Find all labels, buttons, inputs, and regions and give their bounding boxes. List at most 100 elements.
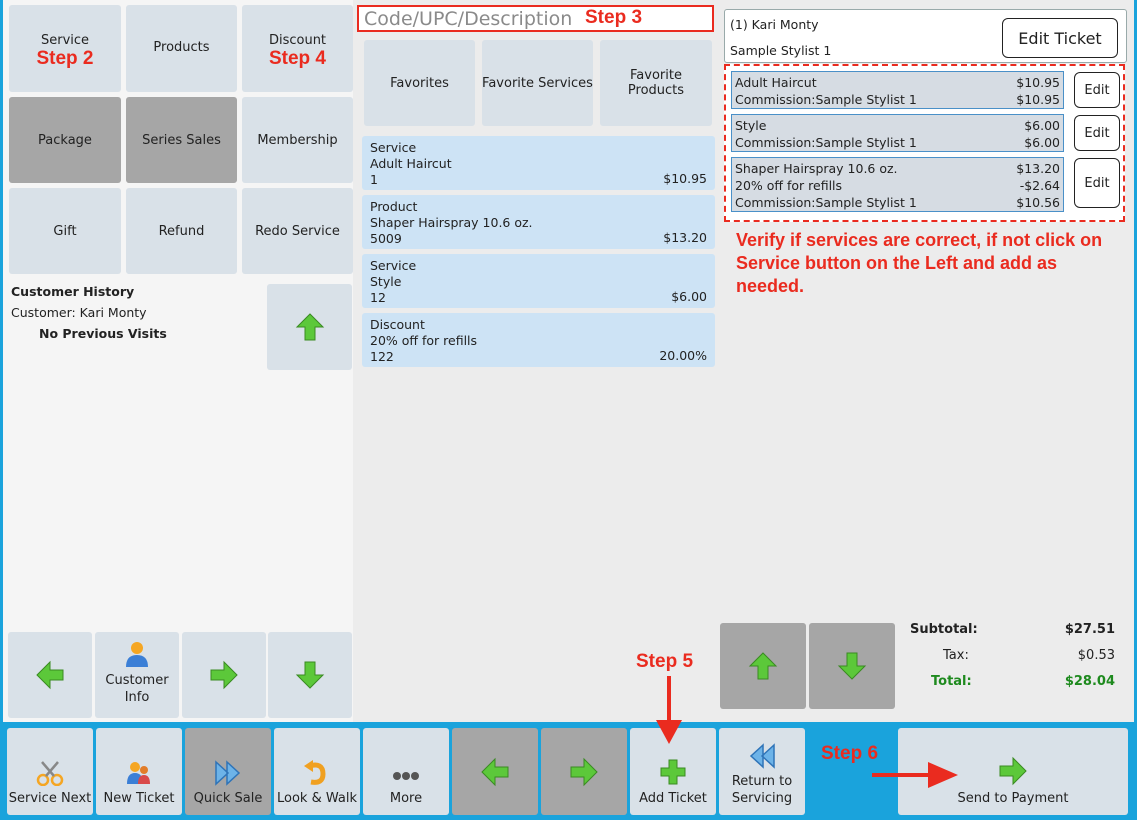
favorite-services-label: Favorite Services	[482, 75, 593, 91]
service-label: Service	[40, 33, 90, 48]
redo-service-button[interactable]: Redo Service	[242, 188, 353, 274]
ticket-scroll-down-button[interactable]	[809, 623, 895, 709]
search-input[interactable]	[359, 7, 589, 30]
step6-arrow-icon	[872, 762, 958, 788]
item-type: Service	[370, 140, 417, 155]
arrow-left-icon	[481, 757, 509, 786]
favorite-products-button[interactable]: Favorite Products	[600, 40, 712, 126]
products-button[interactable]: Products	[126, 5, 237, 92]
ticket-header: (1) Kari Monty Sample Stylist 1 Edit Tic…	[724, 9, 1127, 63]
line-commission-amount: $6.00	[1024, 135, 1060, 150]
item-code: 122	[370, 349, 394, 364]
arrow-right-icon	[210, 660, 238, 690]
quick-sale-button[interactable]: Quick Sale	[185, 728, 271, 815]
item-card[interactable]: Service Style 12 $6.00	[362, 254, 715, 308]
item-code: 5009	[370, 231, 402, 246]
item-card[interactable]: Product Shaper Hairspray 10.6 oz. 5009 $…	[362, 195, 715, 249]
item-card[interactable]: Discount 20% off for refills 122 20.00%	[362, 313, 715, 367]
line-commission: Commission:Sample Stylist 1	[735, 135, 917, 150]
subtotal-row: Subtotal: $27.51	[900, 622, 1115, 642]
line-commission-amount: $10.95	[1016, 92, 1060, 107]
edit-ticket-button[interactable]: Edit Ticket	[1002, 18, 1118, 58]
return-label-1: Return to	[731, 774, 793, 789]
plus-icon	[660, 759, 686, 785]
ticket-line[interactable]: Style $6.00 Commission:Sample Stylist 1 …	[731, 114, 1064, 152]
line-price: $13.20	[1016, 161, 1060, 176]
new-ticket-button[interactable]: New Ticket	[96, 728, 182, 815]
arrow-up-icon	[295, 313, 324, 341]
send-to-payment-label: Send to Payment	[957, 791, 1069, 806]
tax-label: Tax:	[943, 648, 969, 663]
line-commission: Commission:Sample Stylist 1	[735, 195, 917, 210]
favorites-button[interactable]: Favorites	[364, 40, 475, 126]
customer-info-label-1: Customer	[105, 673, 169, 688]
toolbar-back-button[interactable]	[452, 728, 538, 815]
fast-forward-icon	[215, 760, 241, 786]
line-name: Adult Haircut	[735, 75, 817, 90]
membership-button[interactable]: Membership	[242, 97, 353, 183]
item-name: Shaper Hairspray 10.6 oz.	[370, 215, 533, 230]
new-ticket-label: New Ticket	[103, 791, 175, 806]
more-dots-icon	[393, 772, 419, 780]
history-scroll-up-button[interactable]	[267, 284, 352, 370]
ticket-scroll-up-button[interactable]	[720, 623, 806, 709]
ticket-customer: (1) Kari Monty	[730, 17, 819, 32]
left-nav-down-button[interactable]	[268, 632, 352, 718]
left-nav-back-button[interactable]	[8, 632, 92, 718]
look-walk-label: Look & Walk	[277, 791, 357, 806]
ticket-line[interactable]: Shaper Hairspray 10.6 oz. $13.20 20% off…	[731, 157, 1064, 212]
scissors-icon	[36, 761, 64, 786]
service-button[interactable]: Service Step 2	[9, 5, 121, 92]
person-icon	[126, 642, 148, 667]
step2-label: Step 2	[36, 48, 94, 69]
package-label: Package	[38, 132, 92, 148]
membership-label: Membership	[257, 132, 338, 148]
arrow-up-icon	[748, 652, 778, 680]
favorite-services-button[interactable]: Favorite Services	[482, 40, 593, 126]
more-button[interactable]: More	[363, 728, 449, 815]
discount-label: Discount	[268, 33, 327, 48]
toolbar-forward-button[interactable]	[541, 728, 627, 815]
line-edit-button[interactable]: Edit	[1074, 72, 1120, 108]
return-to-servicing-button[interactable]: Return to Servicing	[719, 728, 805, 815]
add-ticket-button[interactable]: Add Ticket	[630, 728, 716, 815]
tax-value: $0.53	[1077, 648, 1115, 663]
package-button[interactable]: Package	[9, 97, 121, 183]
step5-label: Step 5	[636, 651, 694, 672]
gift-label: Gift	[53, 223, 77, 239]
line-edit-button[interactable]: Edit	[1074, 158, 1120, 208]
favorite-products-label: Favorite Products	[627, 68, 685, 98]
item-card[interactable]: Service Adult Haircut 1 $10.95	[362, 136, 715, 190]
item-code: 1	[370, 172, 378, 187]
item-price: $6.00	[671, 289, 707, 304]
line-price: $10.95	[1016, 75, 1060, 90]
item-code: 12	[370, 290, 386, 305]
arrow-down-icon	[295, 661, 325, 689]
customer-history-visits: No Previous Visits	[39, 326, 167, 341]
instruction-note: Verify if services are correct, if not c…	[736, 230, 1103, 296]
series-sales-button[interactable]: Series Sales	[126, 97, 237, 183]
refund-button[interactable]: Refund	[126, 188, 237, 274]
people-icon	[127, 762, 150, 784]
service-next-label: Service Next	[8, 791, 92, 806]
line-name: Shaper Hairspray 10.6 oz.	[735, 161, 898, 176]
subtotal-value: $27.51	[1064, 622, 1115, 637]
discount-button[interactable]: Discount Step 4	[242, 5, 353, 92]
total-value: $28.04	[1064, 674, 1115, 689]
gift-button[interactable]: Gift	[9, 188, 121, 274]
ticket-stylist: Sample Stylist 1	[730, 43, 832, 58]
left-nav-forward-button[interactable]	[182, 632, 266, 718]
service-next-button[interactable]: Service Next	[7, 728, 93, 815]
item-name: Adult Haircut	[370, 156, 452, 171]
step5-arrow-icon	[656, 676, 682, 744]
subtotal-label: Subtotal:	[910, 622, 978, 637]
line-discount: 20% off for refills	[735, 178, 843, 193]
line-edit-button[interactable]: Edit	[1074, 115, 1120, 151]
total-row: Total: $28.04	[900, 674, 1115, 694]
add-ticket-label: Add Ticket	[639, 791, 707, 806]
ticket-lines: Adult Haircut $10.95 Commission:Sample S…	[724, 64, 1125, 222]
customer-info-button[interactable]: Customer Info	[95, 632, 179, 718]
products-label: Products	[153, 40, 210, 55]
ticket-line[interactable]: Adult Haircut $10.95 Commission:Sample S…	[731, 71, 1064, 109]
look-walk-button[interactable]: Look & Walk	[274, 728, 360, 815]
